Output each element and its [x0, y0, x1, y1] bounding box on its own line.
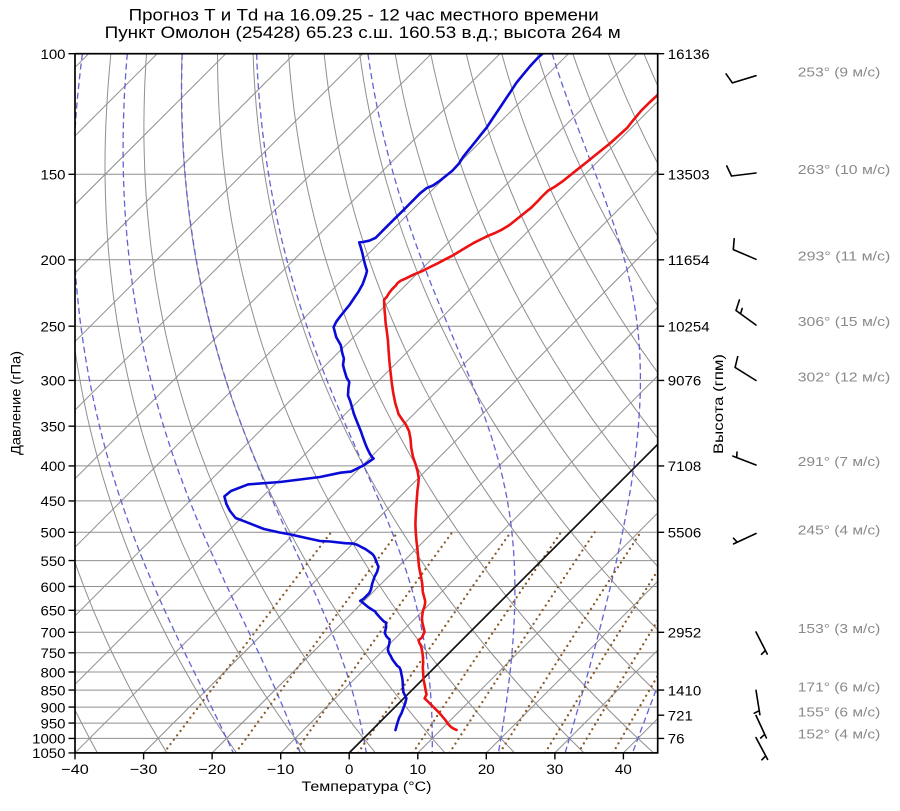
- svg-text:Пункт Омолон (25428) 65.23 с.ш: Пункт Омолон (25428) 65.23 с.ш. 160.53 в…: [105, 23, 621, 42]
- svg-text:Прогноз Т и Td на 16.09.25 - 1: Прогноз Т и Td на 16.09.25 - 12 час мест…: [129, 5, 599, 24]
- svg-text:−10: −10: [267, 762, 295, 778]
- svg-text:0: 0: [345, 762, 354, 778]
- svg-text:−40: −40: [61, 762, 89, 778]
- svg-text:5506: 5506: [668, 526, 702, 542]
- svg-text:153° (3 м/с): 153° (3 м/с): [798, 621, 881, 636]
- svg-text:2952: 2952: [668, 626, 702, 642]
- svg-text:1000: 1000: [32, 732, 66, 748]
- svg-text:200: 200: [41, 253, 66, 269]
- svg-text:11654: 11654: [668, 253, 710, 269]
- svg-text:293° (11 м/с): 293° (11 м/с): [798, 248, 891, 263]
- svg-text:10: 10: [409, 762, 426, 778]
- svg-text:76: 76: [668, 732, 685, 748]
- svg-text:900: 900: [41, 700, 66, 716]
- svg-text:150: 150: [41, 168, 66, 184]
- svg-text:302° (12 м/с): 302° (12 м/с): [798, 370, 891, 385]
- svg-text:Высота (гпм): Высота (гпм): [711, 354, 727, 454]
- svg-text:450: 450: [41, 494, 66, 510]
- svg-text:750: 750: [41, 646, 66, 662]
- svg-text:700: 700: [41, 626, 66, 642]
- svg-text:350: 350: [41, 420, 66, 436]
- svg-text:13503: 13503: [668, 168, 710, 184]
- svg-text:16136: 16136: [668, 47, 710, 63]
- svg-text:152° (4 м/с): 152° (4 м/с): [798, 727, 881, 742]
- svg-text:1410: 1410: [668, 683, 702, 699]
- svg-text:100: 100: [41, 47, 66, 63]
- svg-text:291° (7 м/с): 291° (7 м/с): [798, 454, 881, 469]
- svg-text:800: 800: [41, 665, 66, 681]
- svg-text:306° (15 м/с): 306° (15 м/с): [798, 314, 891, 329]
- svg-text:Температура (°C): Температура (°C): [302, 779, 432, 795]
- svg-text:245° (4 м/с): 245° (4 м/с): [798, 523, 881, 538]
- svg-text:550: 550: [41, 554, 66, 570]
- svg-text:1050: 1050: [32, 746, 66, 762]
- svg-text:30: 30: [546, 762, 563, 778]
- svg-text:950: 950: [41, 716, 66, 732]
- svg-text:−20: −20: [198, 762, 226, 778]
- svg-text:155° (6 м/с): 155° (6 м/с): [798, 705, 881, 720]
- svg-text:7108: 7108: [668, 459, 702, 475]
- svg-text:10254: 10254: [668, 320, 710, 336]
- svg-text:171° (6 м/с): 171° (6 м/с): [798, 679, 881, 694]
- svg-text:20: 20: [478, 762, 495, 778]
- svg-text:263° (10 м/с): 263° (10 м/с): [798, 162, 891, 177]
- svg-text:600: 600: [41, 580, 66, 596]
- svg-text:300: 300: [41, 374, 66, 390]
- svg-text:850: 850: [41, 683, 66, 699]
- svg-text:721: 721: [668, 709, 693, 725]
- svg-text:500: 500: [41, 526, 66, 542]
- svg-text:40: 40: [615, 762, 632, 778]
- svg-text:−30: −30: [130, 762, 158, 778]
- svg-text:250: 250: [41, 320, 66, 336]
- svg-text:400: 400: [41, 459, 66, 475]
- svg-text:253° (9 м/с): 253° (9 м/с): [798, 65, 881, 80]
- svg-text:650: 650: [41, 604, 66, 620]
- svg-text:9076: 9076: [668, 374, 702, 390]
- svg-text:Давление (гПа): Давление (гПа): [9, 351, 25, 455]
